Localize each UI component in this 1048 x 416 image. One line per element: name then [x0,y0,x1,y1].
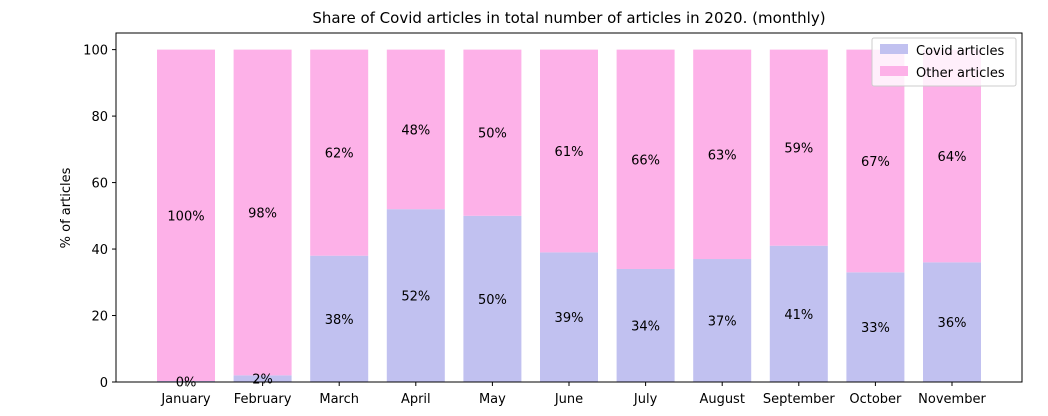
data-label-covid-june: 39% [555,311,584,326]
legend-swatch-covid [880,44,908,54]
x-tick-label-august: August [699,392,745,407]
data-label-covid-september: 41% [784,308,813,323]
y-tick-label-60: 60 [91,177,108,192]
data-label-other-january: 100% [167,209,204,224]
x-tick-label-november: November [918,392,986,407]
y-tick-label-100: 100 [83,44,108,59]
bar-other-august [693,49,752,260]
bar-covid-february [233,375,292,382]
bar-other-february [233,49,292,376]
bar-covid-july [616,268,675,382]
bar-covid-june [540,252,598,382]
bar-covid-november [923,262,981,382]
legend: Covid articles Other articles [871,37,1017,87]
x-tick-label-october: October [849,392,902,407]
x-tick-label-february: February [234,392,292,407]
x-tick-label-september: September [763,392,836,407]
bar-other-june [540,49,598,253]
x-tick-label-june: June [554,392,583,407]
bar-other-may [463,49,522,216]
data-label-covid-november: 36% [938,316,967,331]
data-label-other-july: 66% [631,153,660,168]
x-tick-label-july: July [633,392,658,407]
y-tick-label-20: 20 [91,310,108,325]
bar-other-october [846,49,905,273]
data-label-covid-may: 50% [478,293,507,308]
bar-covid-may [463,215,522,382]
bar-covid-april [386,209,445,382]
data-label-other-november: 64% [938,150,967,165]
bar-covid-march [310,255,369,382]
x-tick-label-may: May [479,392,506,407]
data-label-other-october: 67% [861,155,890,170]
bar-other-april [386,49,445,210]
y-tick-label-80: 80 [91,110,108,125]
bar-other-september [769,49,828,246]
data-label-other-march: 62% [325,147,354,162]
bar-covid-october [846,272,905,382]
bar-covid-september [769,245,828,382]
y-axis: 0 20 40 60 80 100 [83,44,116,391]
chart-title: Share of Covid articles in total number … [312,9,825,27]
bar-other-january [157,49,215,382]
data-label-other-september: 59% [784,142,813,157]
bar-other-march [310,49,369,256]
data-label-covid-april: 52% [401,290,430,305]
legend-label-covid: Covid articles [916,44,1004,59]
bar-covid-august [693,259,752,382]
data-label-covid-march: 38% [325,313,354,328]
x-axis: January February March April May June July Augu… [160,382,986,407]
data-label-covid-august: 37% [708,315,737,330]
x-tick-label-january: January [160,392,211,407]
data-labels-layer: 0%100%2%98%38%62%52%48%50%50%39%61%34%66… [167,123,966,390]
legend-label-other: Other articles [916,66,1005,81]
x-tick-label-march: March [319,392,359,407]
y-axis-label: % of articles [59,167,74,248]
data-label-other-february: 98% [248,206,277,221]
data-label-covid-july: 34% [631,319,660,334]
y-tick-label-0: 0 [100,376,108,391]
data-label-covid-february: 2% [252,373,273,388]
bars-layer [157,49,981,382]
legend-swatch-other [880,66,908,76]
y-tick-label-40: 40 [91,243,108,258]
data-label-other-may: 50% [478,127,507,142]
bar-other-july [616,49,675,269]
data-label-other-april: 48% [401,123,430,138]
data-label-other-august: 63% [708,148,737,163]
data-label-covid-october: 33% [861,321,890,336]
data-label-other-june: 61% [555,145,584,160]
x-tick-label-april: April [401,392,431,407]
